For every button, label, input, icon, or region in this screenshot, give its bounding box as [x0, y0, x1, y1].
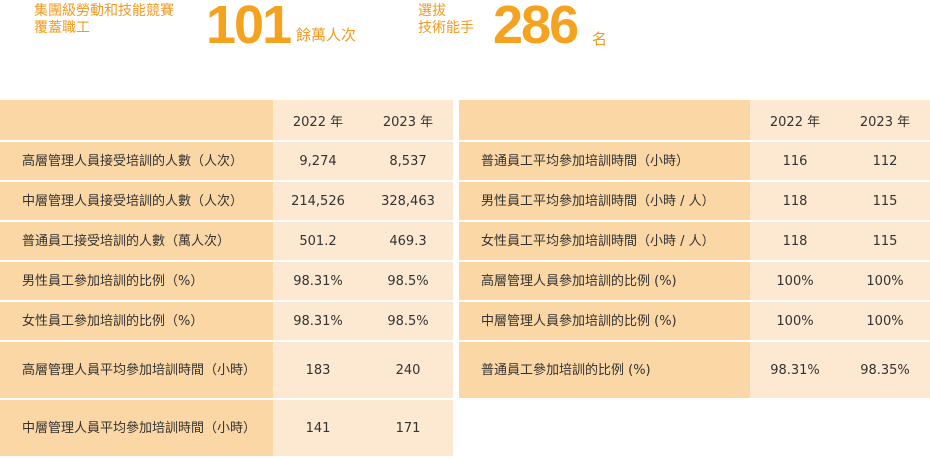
right-header-2022: 2022 年	[750, 100, 840, 142]
value-2022: 141	[273, 400, 363, 458]
value-2023: 115	[840, 182, 930, 222]
right-header-2023: 2023 年	[840, 100, 930, 142]
row-label: 高層管理人員接受培訓的人數（人次）	[0, 142, 273, 182]
value-2023: 8,537	[363, 142, 453, 182]
row-label: 中層管理人員接受培訓的人數（人次）	[0, 182, 273, 222]
value-2022: 183	[273, 342, 363, 400]
table-row: 男性員工參加培訓的比例（%） 98.31% 98.5%	[0, 262, 453, 302]
table-row: 男性員工平均參加培訓時間（小時 / 人） 118 115	[459, 182, 930, 222]
value-2023: 115	[840, 222, 930, 262]
value-2022: 9,274	[273, 142, 363, 182]
table-row: 高層管理人員參加培訓的比例 (%) 100% 100%	[459, 262, 930, 302]
row-label: 男性員工平均參加培訓時間（小時 / 人）	[459, 182, 750, 222]
row-label: 女性員工平均參加培訓時間（小時 / 人）	[459, 222, 750, 262]
value-2022: 116	[750, 142, 840, 182]
value-2023: 112	[840, 142, 930, 182]
value-2022: 118	[750, 182, 840, 222]
value-2022: 501.2	[273, 222, 363, 262]
value-2022: 98.31%	[273, 262, 363, 302]
table-row: 高層管理人員接受培訓的人數（人次） 9,274 8,537	[0, 142, 453, 182]
table-row: 普通員工參加培訓的比例 (%) 98.31% 98.35%	[459, 342, 930, 400]
row-label: 女性員工參加培訓的比例（%）	[0, 302, 273, 342]
value-2023: 100%	[840, 302, 930, 342]
stat-coverage-label: 集團級勞動和技能競賽 覆蓋職工	[34, 3, 174, 36]
stat-coverage-value: 101	[206, 0, 292, 55]
table-row: 中層管理人員平均參加培訓時間（小時） 141 171	[0, 400, 453, 458]
left-table-header: 2022 年 2023 年	[0, 100, 453, 142]
value-2022: 118	[750, 222, 840, 262]
value-2022: 100%	[750, 262, 840, 302]
value-2022: 214,526	[273, 182, 363, 222]
stat-experts-label: 選拔 技術能手	[418, 3, 474, 36]
row-label: 普通員工平均參加培訓時間（小時）	[459, 142, 750, 182]
value-2023: 469.3	[363, 222, 453, 262]
row-label: 中層管理人員平均參加培訓時間（小時）	[0, 400, 273, 458]
row-label: 普通員工接受培訓的人數（萬人次）	[0, 222, 273, 262]
left-header-2023: 2023 年	[363, 100, 453, 142]
table-row: 中層管理人員參加培訓的比例 (%) 100% 100%	[459, 302, 930, 342]
value-2023: 98.5%	[363, 262, 453, 302]
table-row: 高層管理人員平均參加培訓時間（小時） 183 240	[0, 342, 453, 400]
row-label: 高層管理人員參加培訓的比例 (%)	[459, 262, 750, 302]
left-header-label	[0, 100, 273, 142]
value-2023: 171	[363, 400, 453, 458]
right-header-label	[459, 100, 750, 142]
table-row: 普通員工接受培訓的人數（萬人次） 501.2 469.3	[0, 222, 453, 262]
value-2023: 100%	[840, 262, 930, 302]
row-label: 中層管理人員參加培訓的比例 (%)	[459, 302, 750, 342]
stat-coverage-unit: 餘萬人次	[296, 26, 357, 44]
stat-experts-value: 286	[493, 0, 579, 55]
table-row: 女性員工參加培訓的比例（%） 98.31% 98.5%	[0, 302, 453, 342]
value-2023: 240	[363, 342, 453, 400]
left-training-table: 2022 年 2023 年 高層管理人員接受培訓的人數（人次） 9,274 8,…	[0, 100, 453, 458]
right-table-header: 2022 年 2023 年	[459, 100, 930, 142]
value-2022: 100%	[750, 302, 840, 342]
value-2023: 328,463	[363, 182, 453, 222]
table-row: 普通員工平均參加培訓時間（小時） 116 112	[459, 142, 930, 182]
value-2023: 98.5%	[363, 302, 453, 342]
table-row: 中層管理人員接受培訓的人數（人次） 214,526 328,463	[0, 182, 453, 222]
value-2022: 98.31%	[750, 342, 840, 400]
table-row: 女性員工平均參加培訓時間（小時 / 人） 118 115	[459, 222, 930, 262]
left-header-2022: 2022 年	[273, 100, 363, 142]
stat-experts-unit: 名	[592, 30, 608, 48]
row-label: 高層管理人員平均參加培訓時間（小時）	[0, 342, 273, 400]
right-training-table: 2022 年 2023 年 普通員工平均參加培訓時間（小時） 116 112 男…	[459, 100, 930, 400]
value-2023: 98.35%	[840, 342, 930, 400]
row-label: 普通員工參加培訓的比例 (%)	[459, 342, 750, 400]
value-2022: 98.31%	[273, 302, 363, 342]
row-label: 男性員工參加培訓的比例（%）	[0, 262, 273, 302]
